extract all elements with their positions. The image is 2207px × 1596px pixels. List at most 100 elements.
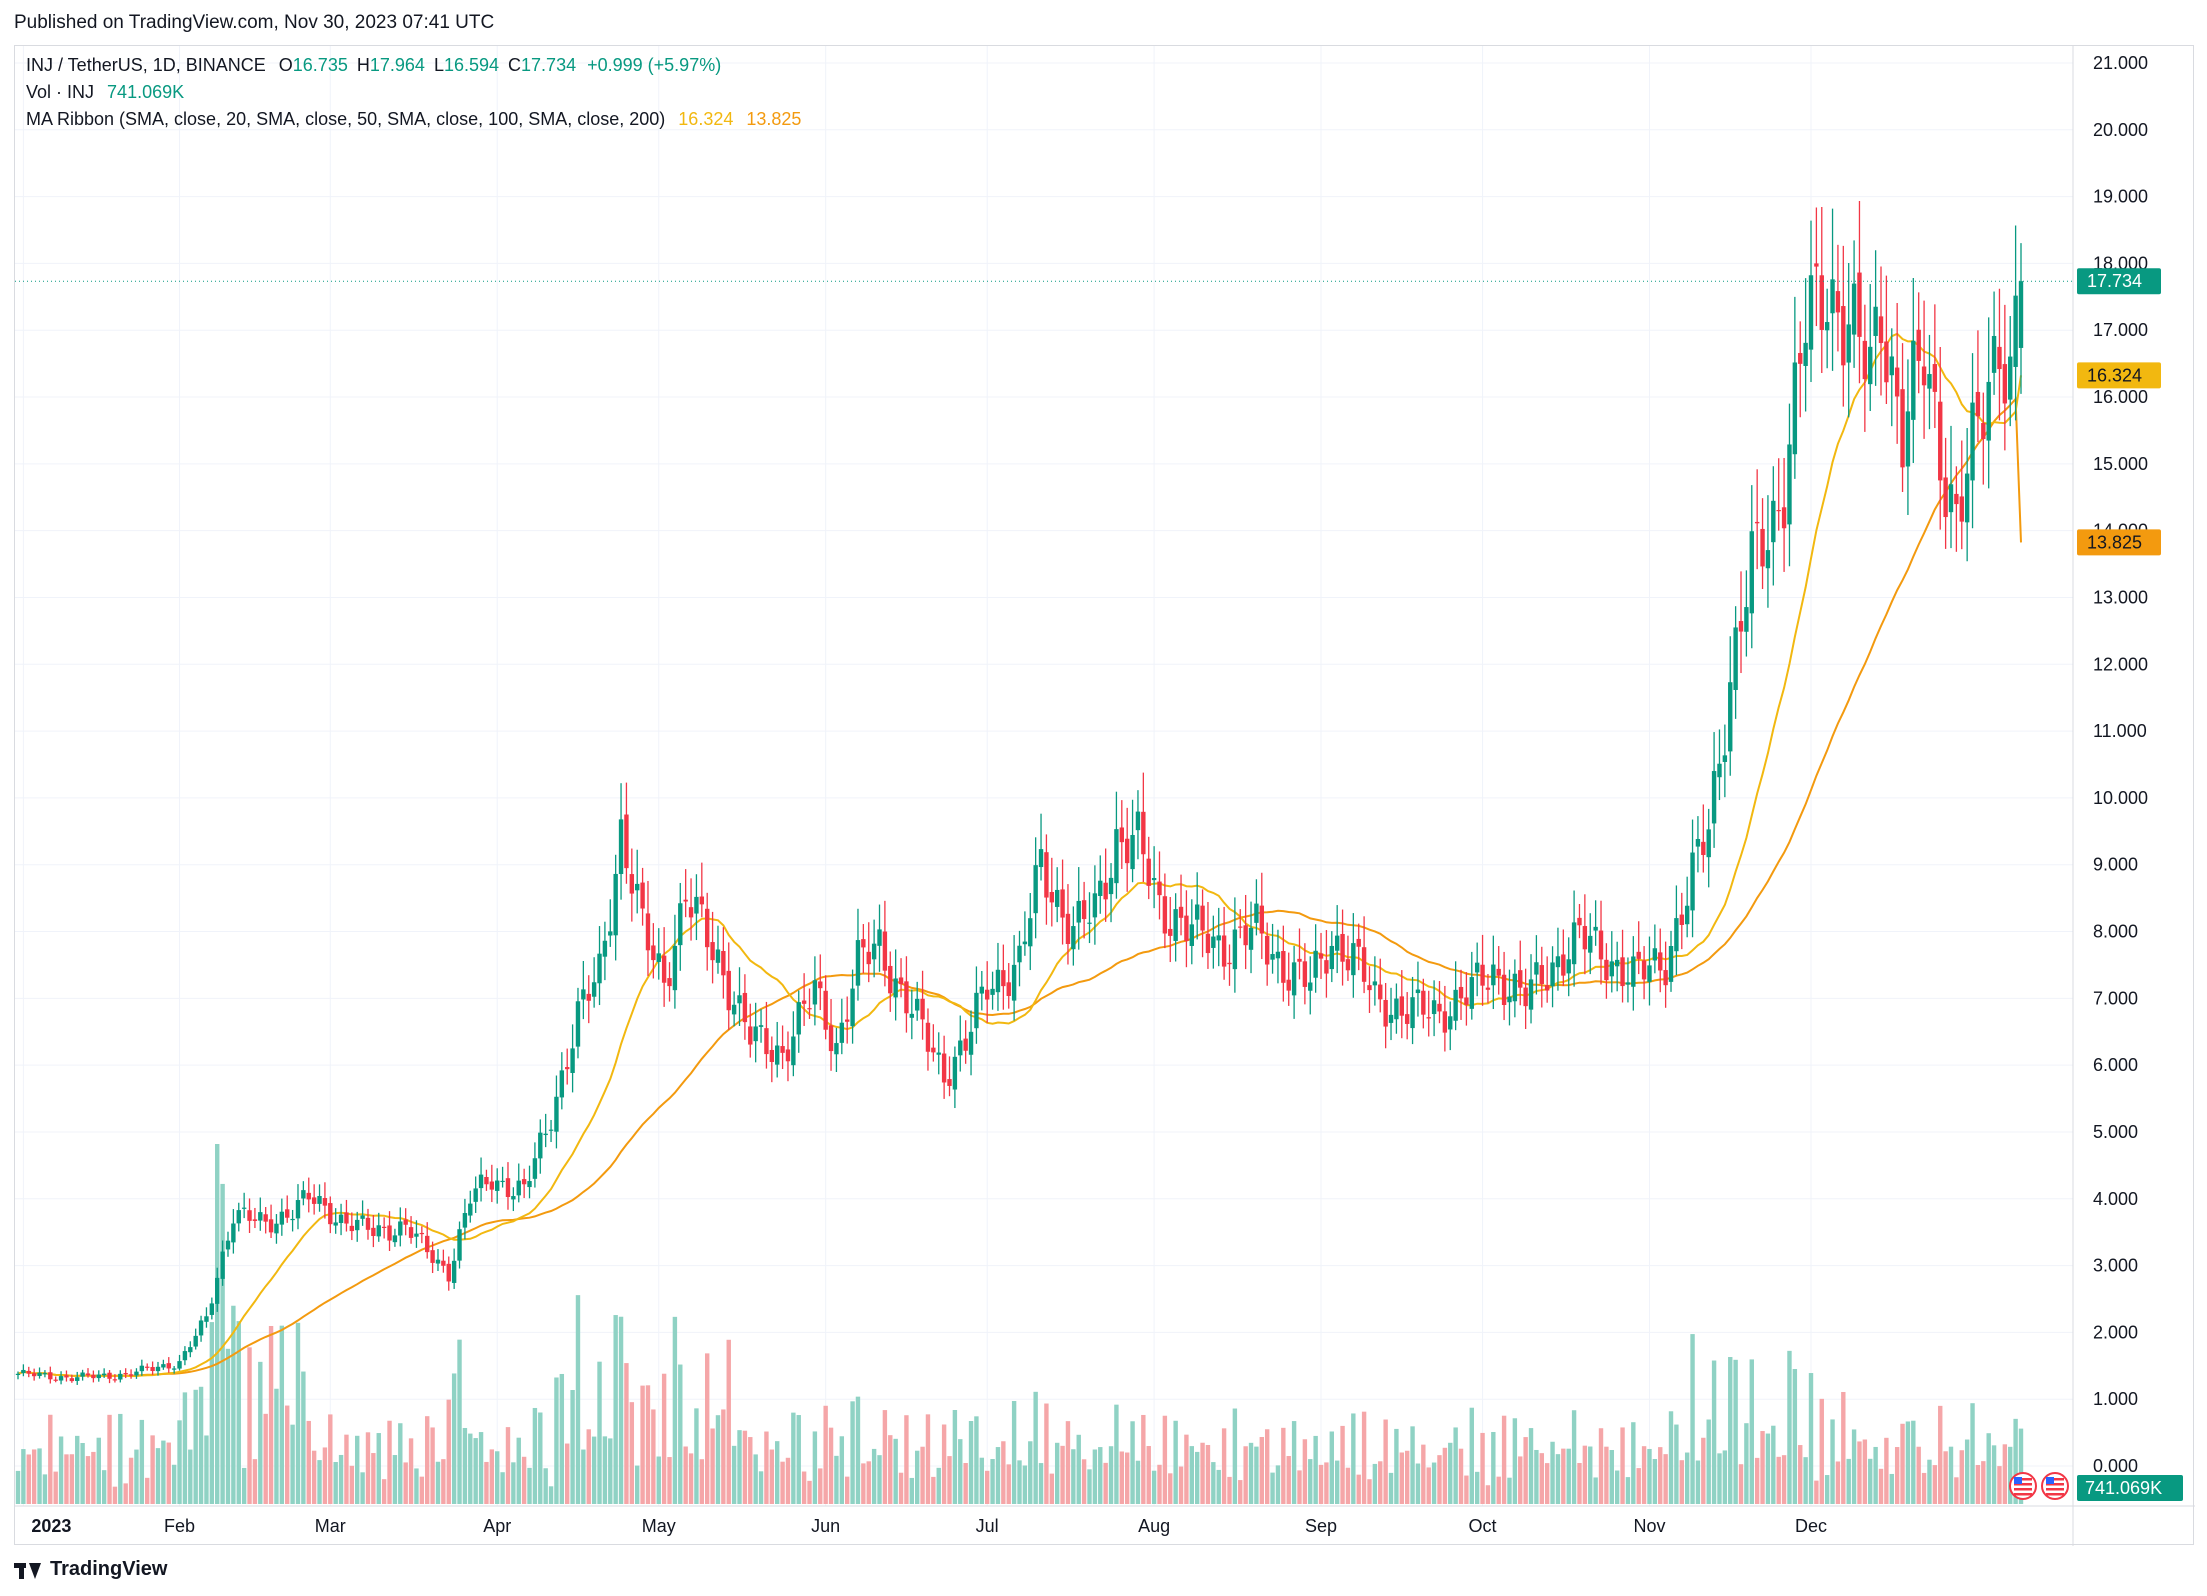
volume-bar bbox=[1054, 1442, 1060, 1504]
candle-body bbox=[1060, 889, 1065, 918]
candle-body bbox=[1862, 340, 1868, 380]
candle-body bbox=[1846, 324, 1851, 363]
volume-bar bbox=[656, 1456, 661, 1504]
volume-bar bbox=[457, 1339, 462, 1504]
candle-body bbox=[1318, 953, 1324, 959]
candle-body bbox=[311, 1197, 317, 1204]
volume-bar bbox=[1103, 1462, 1108, 1504]
volume-bar bbox=[182, 1392, 188, 1504]
candle-body bbox=[1006, 982, 1011, 997]
volume-bar bbox=[521, 1456, 527, 1504]
candle-body bbox=[570, 1048, 575, 1073]
candle-body bbox=[322, 1198, 328, 1206]
volume-bar bbox=[516, 1437, 521, 1504]
volume-bar bbox=[1566, 1448, 1571, 1504]
legend-low: 16.594 bbox=[443, 55, 500, 75]
candle-body bbox=[134, 1371, 139, 1376]
candle-body bbox=[1453, 989, 1458, 1021]
legend-change: +0.999 (+5.97%) bbox=[587, 55, 722, 75]
volume-bar bbox=[1598, 1428, 1604, 1504]
us-flag-event-icon[interactable] bbox=[2009, 1472, 2037, 1500]
volume-bar bbox=[990, 1459, 995, 1504]
volume-bar bbox=[1738, 1464, 1744, 1504]
volume-bar bbox=[694, 1408, 699, 1504]
candle-body bbox=[1647, 965, 1652, 982]
volume-bar bbox=[731, 1445, 737, 1504]
x-tick-label: Aug bbox=[1138, 1516, 1170, 1536]
volume-bar bbox=[1448, 1442, 1453, 1504]
volume-bar bbox=[381, 1479, 387, 1504]
candle-body bbox=[80, 1372, 85, 1377]
volume-bar bbox=[451, 1373, 457, 1504]
volume-bar bbox=[1604, 1446, 1609, 1504]
candle-body bbox=[1701, 841, 1706, 855]
volume-bar bbox=[974, 1416, 979, 1504]
candle-body bbox=[15, 1373, 21, 1376]
candle-body bbox=[1496, 968, 1501, 976]
volume-bar bbox=[166, 1442, 171, 1504]
volume-bar bbox=[1442, 1447, 1448, 1504]
volume-bar bbox=[1361, 1411, 1367, 1504]
volume-bar bbox=[75, 1435, 80, 1504]
candle-body bbox=[1474, 962, 1480, 973]
candle-body bbox=[1787, 444, 1792, 525]
volume-bar bbox=[360, 1472, 365, 1504]
volume-bar bbox=[1178, 1466, 1184, 1504]
candle-body bbox=[1448, 1016, 1453, 1030]
volume-bar bbox=[1141, 1414, 1146, 1504]
candle-body bbox=[505, 1178, 511, 1198]
volume-bar bbox=[554, 1377, 559, 1504]
candle-body bbox=[1130, 834, 1135, 870]
volume-bar bbox=[925, 1414, 931, 1504]
volume-bar bbox=[1485, 1485, 1491, 1504]
candle-body bbox=[1857, 272, 1862, 337]
candle-body bbox=[1211, 936, 1216, 948]
volume-bar bbox=[613, 1315, 618, 1504]
volume-bar bbox=[1415, 1463, 1421, 1504]
candle-body bbox=[1356, 938, 1361, 947]
x-tick-label: Mar bbox=[315, 1516, 346, 1536]
volume-bar bbox=[1469, 1407, 1474, 1504]
volume-bar bbox=[85, 1456, 91, 1504]
volume-bar bbox=[624, 1363, 629, 1504]
volume-bar bbox=[1410, 1426, 1415, 1504]
volume-bar bbox=[1033, 1391, 1038, 1504]
tradingview-logo[interactable]: TradingView bbox=[14, 1558, 167, 1581]
volume-bar bbox=[1275, 1465, 1281, 1504]
volume-bar bbox=[511, 1462, 516, 1504]
candle-body bbox=[1227, 962, 1232, 965]
y-tick-label: 11.000 bbox=[2093, 721, 2147, 741]
candle-body bbox=[807, 1008, 812, 1010]
candle-body bbox=[1889, 356, 1894, 376]
candle-body bbox=[1916, 329, 1921, 361]
candle-body bbox=[1437, 1003, 1442, 1012]
volume-bar bbox=[1884, 1437, 1889, 1504]
volume-bar bbox=[58, 1436, 64, 1504]
price-chart[interactable]: 21.00020.00019.00018.00017.00016.00015.0… bbox=[15, 46, 2195, 1546]
candle-body bbox=[403, 1219, 408, 1225]
chart-frame[interactable]: 21.000 20.000 19.000 18.000 17.000 16.000 15.0… bbox=[14, 45, 2195, 1546]
candle-body bbox=[1711, 771, 1717, 824]
candle-body bbox=[1146, 858, 1151, 886]
candle-body bbox=[1771, 500, 1776, 543]
us-flag-event-icon[interactable] bbox=[2041, 1472, 2069, 1500]
volume-bar bbox=[1846, 1458, 1851, 1504]
price-badge-label: 16.324 bbox=[2087, 365, 2142, 385]
candle-body bbox=[101, 1373, 107, 1376]
candle-body bbox=[236, 1210, 241, 1224]
volume-bar bbox=[333, 1461, 338, 1504]
candle-body bbox=[37, 1372, 42, 1376]
candle-body bbox=[516, 1180, 521, 1196]
candle-body bbox=[925, 1022, 931, 1052]
volume-bar bbox=[538, 1412, 543, 1504]
volume-bar bbox=[1474, 1471, 1480, 1504]
volume-bar bbox=[941, 1424, 947, 1504]
candle-body bbox=[166, 1363, 171, 1369]
volume-bar bbox=[344, 1434, 349, 1504]
candle-body bbox=[947, 1079, 952, 1086]
volume-bar bbox=[1297, 1470, 1302, 1504]
volume-bar bbox=[699, 1459, 705, 1504]
candle-body bbox=[462, 1213, 468, 1228]
volume-bar bbox=[295, 1322, 301, 1504]
candle-body bbox=[1652, 948, 1658, 961]
